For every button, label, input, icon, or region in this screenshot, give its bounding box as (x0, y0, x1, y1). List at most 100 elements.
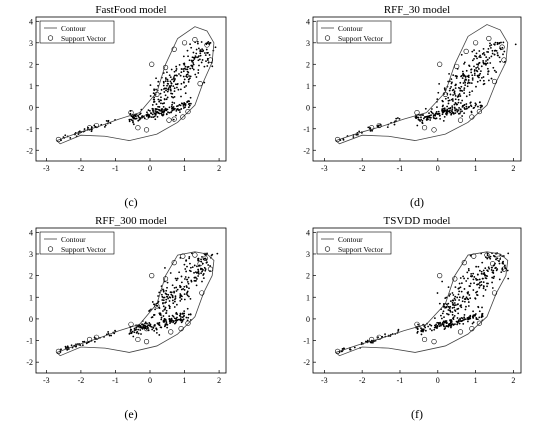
data-point (156, 115, 159, 118)
data-point (463, 112, 466, 114)
support-vector-marker (461, 260, 467, 266)
data-point (166, 96, 169, 99)
data-point (186, 307, 189, 310)
data-point (466, 85, 469, 88)
data-point (482, 60, 485, 62)
data-point (458, 93, 461, 95)
data-point (434, 112, 437, 115)
data-point (448, 72, 450, 75)
data-point (460, 306, 463, 309)
data-point (420, 333, 423, 336)
data-point (457, 312, 460, 315)
data-point (436, 106, 438, 109)
data-point (205, 48, 208, 51)
data-point (172, 77, 175, 80)
data-point (475, 69, 478, 72)
data-point (151, 107, 154, 110)
data-point (165, 320, 168, 323)
data-point (424, 116, 427, 118)
y-tick-label: 0 (29, 103, 33, 112)
data-point (189, 102, 192, 105)
data-point (187, 282, 190, 285)
data-point (451, 292, 454, 294)
data-point (182, 105, 185, 107)
data-point (454, 98, 457, 101)
data-point (152, 101, 155, 103)
data-point (177, 88, 180, 91)
data-point (64, 134, 67, 137)
data-point (164, 94, 167, 97)
data-point (490, 44, 493, 46)
data-point (482, 79, 485, 82)
data-point (471, 78, 474, 81)
data-point (196, 40, 199, 43)
data-point (459, 102, 462, 104)
support-vector-marker (143, 326, 150, 332)
data-point (450, 326, 452, 329)
data-point (170, 82, 173, 84)
data-point (184, 278, 186, 280)
data-point (478, 310, 481, 313)
data-point (478, 50, 481, 52)
data-point (189, 43, 191, 46)
support-vector-marker (180, 114, 186, 120)
data-point (493, 49, 496, 52)
data-point (473, 276, 476, 278)
data-point (160, 88, 163, 91)
data-point (448, 294, 451, 297)
data-point (162, 310, 164, 312)
data-point (132, 121, 134, 124)
data-point (183, 289, 186, 291)
data-point (195, 48, 198, 51)
data-point (207, 51, 209, 54)
data-point (168, 300, 171, 302)
y-tick-label: 0 (29, 315, 33, 324)
data-point (448, 99, 451, 102)
data-point (178, 271, 181, 274)
data-point (185, 316, 188, 319)
data-point (214, 46, 217, 49)
data-point (200, 61, 203, 64)
data-point (165, 78, 167, 80)
data-point (397, 330, 400, 332)
data-point (205, 60, 207, 63)
data-point (169, 272, 172, 274)
support-vector-marker (442, 91, 448, 97)
data-point (159, 326, 162, 329)
support-vector-marker (143, 339, 150, 345)
panel-title: FastFood model (95, 4, 166, 16)
data-point (467, 320, 469, 323)
data-point (472, 314, 475, 317)
data-point (457, 101, 460, 104)
data-point (83, 340, 86, 343)
data-point (480, 280, 483, 283)
panel-f: TSVDD model (f) -3 -2 -1 0 1 2 -2 -1 0 1 2 3 4 ContourS… (303, 215, 522, 421)
data-point (173, 70, 176, 73)
data-point (494, 41, 497, 44)
data-point (187, 106, 190, 109)
data-point (193, 271, 195, 274)
data-point (476, 318, 479, 321)
data-point (184, 92, 187, 95)
data-point (184, 268, 187, 270)
data-point (193, 279, 196, 282)
data-point (447, 305, 450, 308)
data-point (461, 77, 464, 79)
data-point (483, 82, 486, 85)
data-point (421, 119, 424, 122)
data-point (474, 55, 476, 57)
data-point (457, 112, 460, 115)
data-point (479, 70, 482, 73)
data-point (162, 302, 164, 305)
data-point (498, 56, 501, 59)
data-point (498, 278, 501, 281)
data-point (471, 275, 474, 277)
data-point (491, 49, 494, 52)
data-point (186, 73, 189, 76)
data-point (489, 62, 492, 64)
data-point (182, 62, 185, 65)
data-point (444, 297, 447, 300)
data-point (157, 98, 160, 101)
